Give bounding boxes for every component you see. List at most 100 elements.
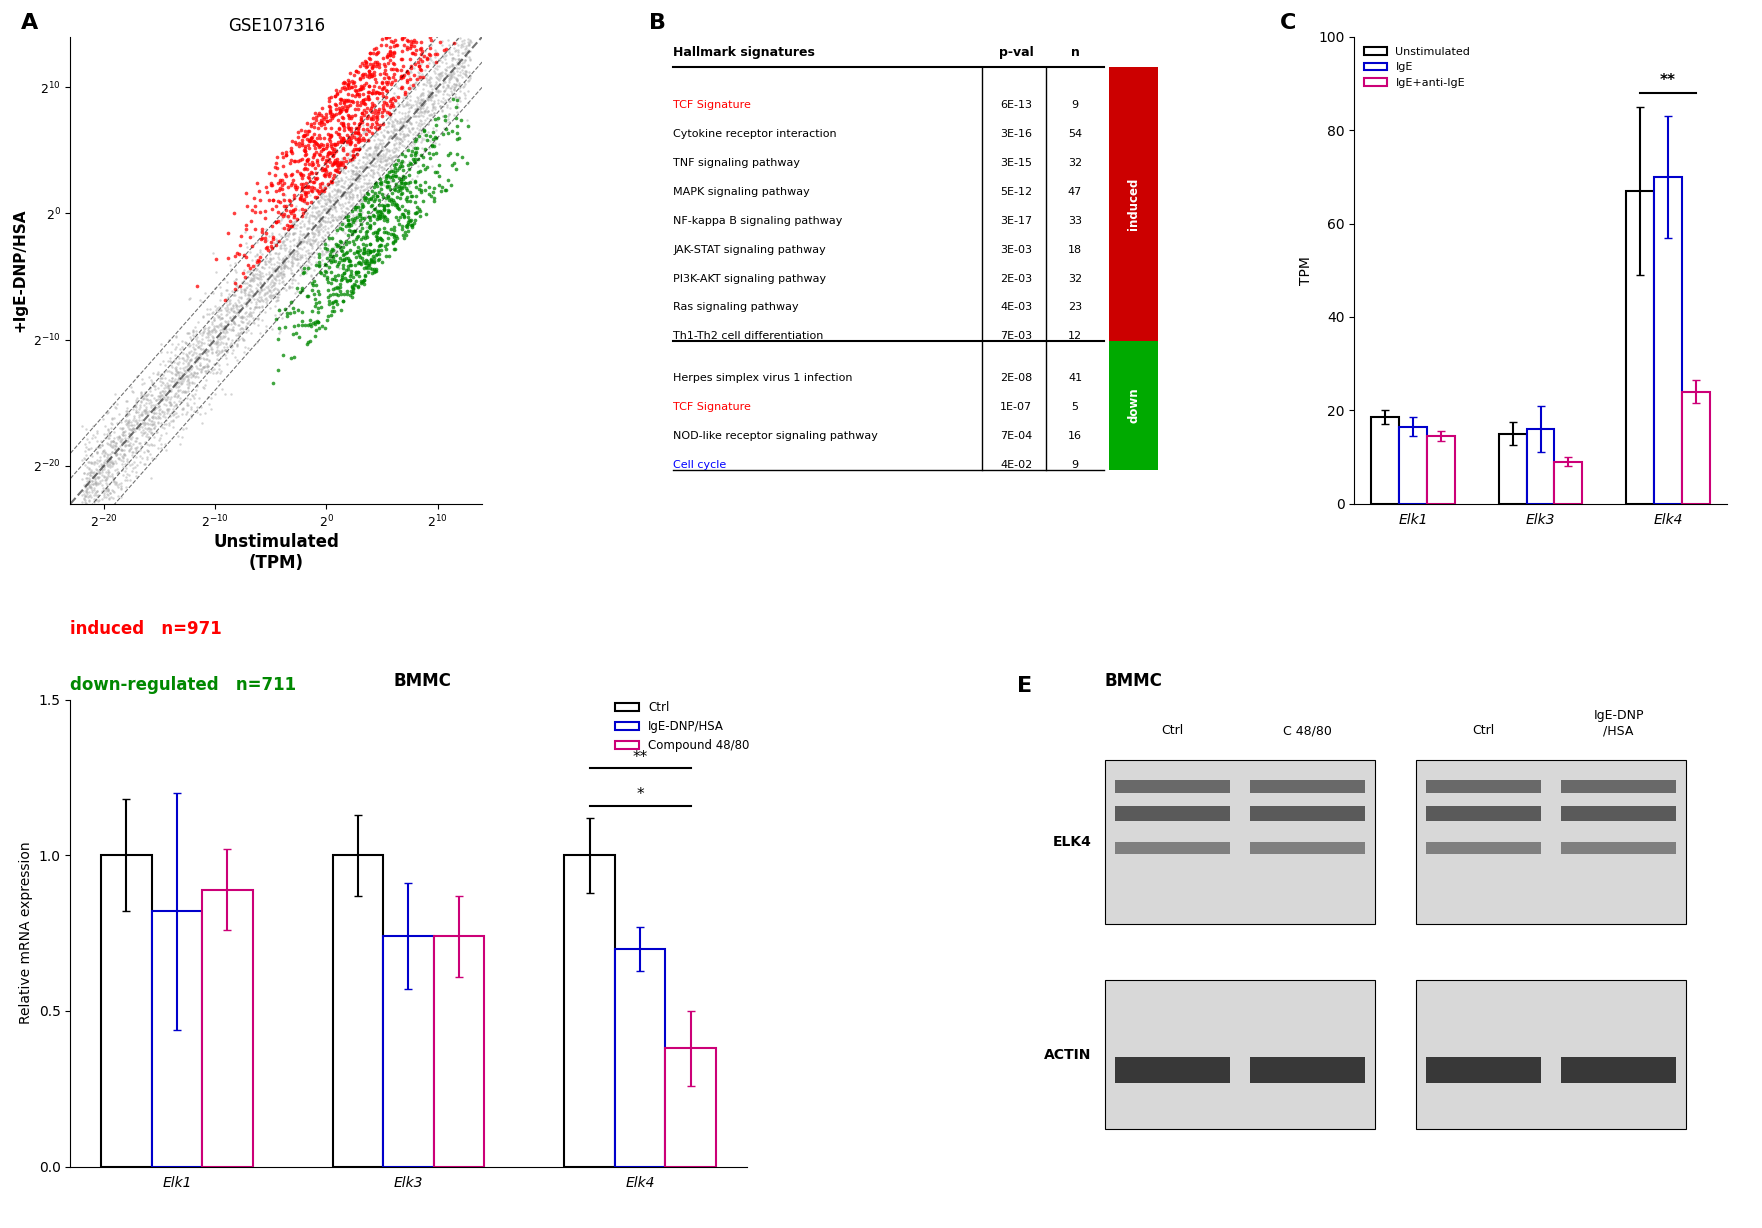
Point [345, 56, 374, 76]
Point [314, 222, 342, 242]
Point [136, 419, 164, 438]
Point [329, 130, 358, 150]
Point [379, 112, 407, 131]
Point [354, 145, 382, 165]
Point [398, 96, 426, 115]
Point [368, 206, 396, 226]
Point [197, 339, 226, 359]
Point [388, 49, 416, 69]
Point [351, 241, 379, 260]
Point [428, 101, 456, 120]
Point [113, 391, 141, 410]
Point [361, 171, 389, 190]
Point [398, 76, 426, 96]
Point [203, 336, 231, 356]
Point [347, 165, 375, 184]
Point [328, 255, 356, 275]
Point [335, 215, 363, 235]
Point [451, 36, 479, 55]
Point [245, 287, 273, 307]
Point [412, 68, 440, 87]
Point [389, 160, 418, 179]
Bar [1425, 807, 1540, 822]
Point [280, 176, 308, 195]
Point [238, 265, 266, 285]
Point [206, 341, 234, 361]
Point [374, 209, 402, 228]
Point [324, 258, 352, 278]
Point [425, 55, 453, 75]
Point [123, 366, 152, 386]
Point [227, 329, 255, 349]
Point [319, 190, 347, 210]
Point [372, 142, 400, 162]
Point [363, 144, 391, 163]
Point [70, 449, 99, 469]
Point [321, 154, 349, 173]
Point [292, 183, 321, 203]
Point [365, 220, 393, 239]
Point [275, 219, 303, 238]
Point [442, 95, 470, 114]
Point [169, 354, 197, 373]
Point [181, 324, 210, 344]
Point [442, 160, 470, 179]
Point [301, 230, 329, 249]
Point [137, 403, 166, 422]
Point [430, 68, 458, 87]
Point [312, 219, 340, 238]
Point [79, 463, 107, 483]
Point [400, 32, 428, 52]
Bar [1655, 177, 1683, 503]
Point [257, 223, 285, 243]
Point [430, 81, 458, 101]
Point [157, 406, 185, 426]
Point [363, 129, 391, 149]
Point [264, 301, 292, 321]
Point [303, 179, 331, 199]
Point [395, 75, 423, 95]
Point [359, 156, 388, 176]
Point [76, 476, 104, 496]
Point [233, 295, 261, 314]
Point [115, 440, 143, 459]
Point [236, 276, 264, 296]
Point [275, 242, 303, 262]
Point [296, 162, 324, 182]
Point [377, 59, 405, 79]
Point [254, 293, 282, 313]
Point [365, 146, 393, 166]
Point [74, 452, 102, 472]
Point [285, 217, 314, 237]
Point [238, 270, 266, 290]
Point [370, 176, 398, 195]
Point [319, 239, 347, 259]
Point [426, 50, 455, 70]
Point [107, 451, 136, 470]
Point [76, 485, 104, 505]
Point [282, 219, 310, 238]
Point [379, 155, 407, 174]
Point [393, 84, 421, 103]
Point [301, 275, 329, 295]
Point [409, 79, 437, 98]
Point [263, 264, 291, 284]
Point [451, 85, 479, 104]
Point [174, 346, 203, 366]
Point [317, 196, 345, 216]
Point [180, 363, 208, 383]
Point [444, 49, 472, 69]
Point [294, 182, 322, 201]
Point [146, 368, 174, 388]
Point [118, 436, 146, 456]
Point [361, 44, 389, 64]
Point [395, 102, 423, 122]
Point [278, 131, 307, 151]
Point [442, 33, 470, 53]
Point [261, 254, 289, 274]
Point [308, 200, 337, 220]
Point [204, 359, 233, 378]
Point [92, 442, 120, 462]
Point [134, 415, 162, 435]
Point [403, 75, 432, 95]
